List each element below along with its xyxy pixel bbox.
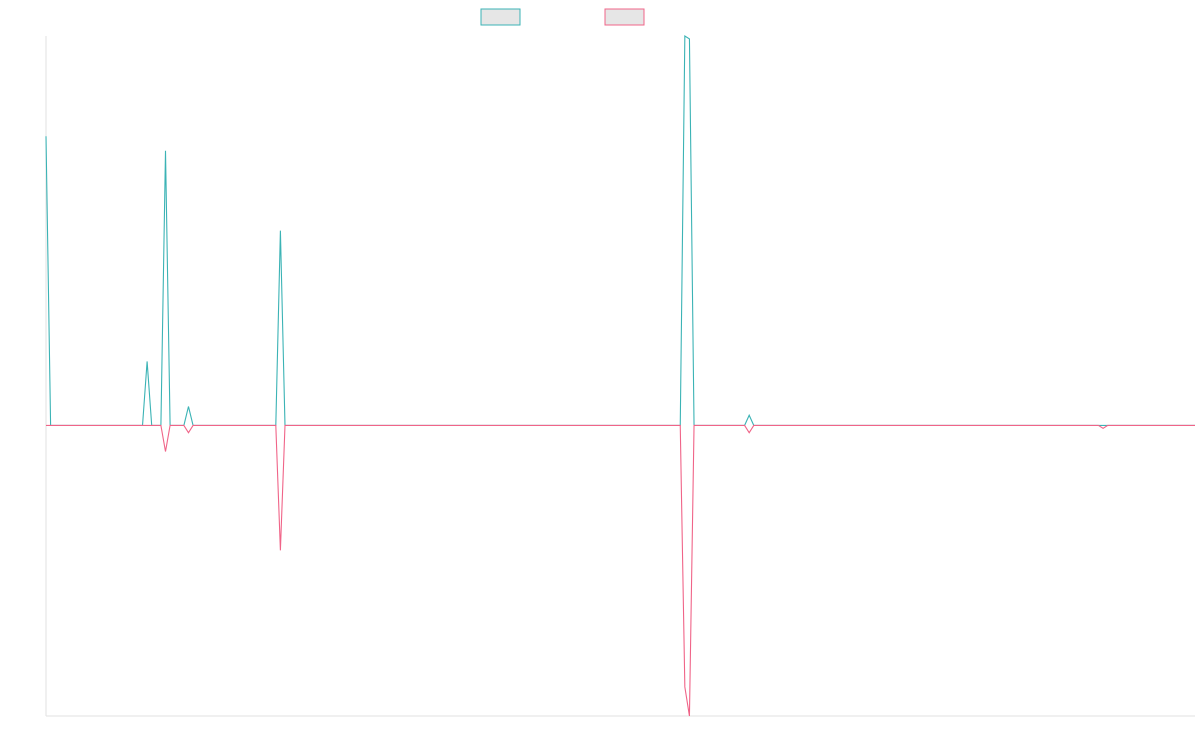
chart-legend [480, 8, 645, 26]
plot-area [45, 35, 1195, 717]
legend-swatch-2[interactable] [604, 8, 645, 26]
series-line-2 [46, 424, 1195, 717]
series-line-1 [45, 35, 1195, 426]
chart-axes [45, 36, 1195, 717]
legend-swatch-1[interactable] [480, 8, 521, 26]
